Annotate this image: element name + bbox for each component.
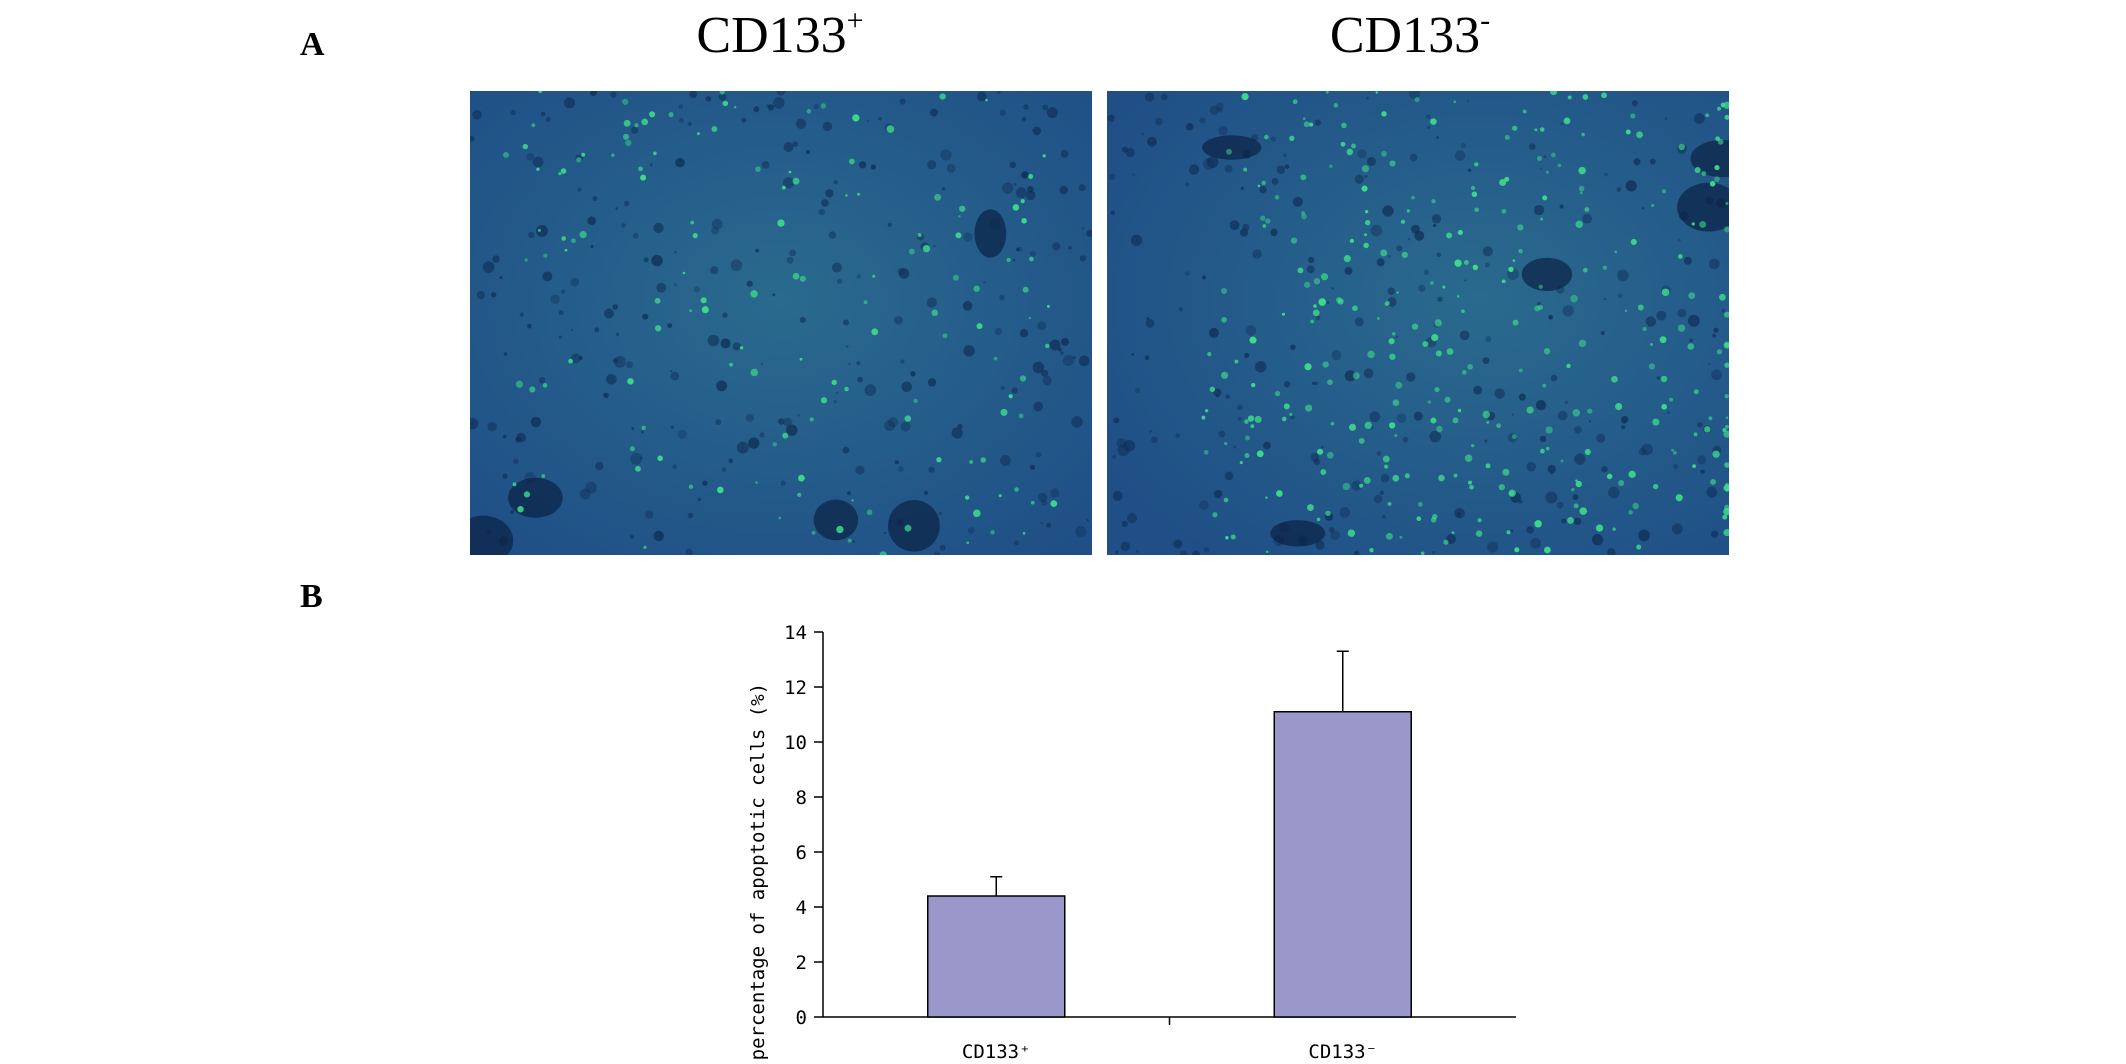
image-title-sup: + [846, 3, 864, 37]
image-title-sup: - [1480, 3, 1491, 37]
micrograph-cd133-negative [1107, 91, 1729, 555]
panel-a-label: A [300, 26, 325, 63]
x-tick-label: CD133⁺ [962, 1041, 1031, 1063]
image-title-cd133-negative: CD133- [1329, 3, 1491, 65]
chart-layer: 0 2 4 6 8 10 12 14 CD133⁺ CD133⁻ The percentage of… [747, 622, 1516, 1064]
y-tick-label: 14 [784, 622, 807, 644]
y-axis-title: The percentage of apoptotic cells (%) [747, 683, 769, 1064]
y-tick-label: 2 [796, 952, 807, 974]
micrograph-left-drawing [470, 91, 1092, 555]
bar-cd133-negative [1273, 711, 1412, 1018]
image-title-main: CD133 [696, 7, 847, 64]
micrograph-right-drawing [1107, 91, 1729, 555]
bar-cd133-positive [927, 895, 1066, 1018]
y-tick-label: 8 [796, 787, 807, 809]
y-tick-label: 0 [796, 1007, 807, 1029]
y-tick-label: 12 [784, 677, 807, 699]
micrograph-cd133-positive [470, 91, 1092, 555]
x-tick-label: CD133⁻ [1308, 1041, 1377, 1063]
image-title-main: CD133 [1329, 7, 1481, 64]
image-title-cd133-positive: CD133+ [696, 3, 864, 65]
y-tick-label: 10 [784, 732, 807, 754]
y-tick-label: 6 [796, 842, 807, 864]
panel-b-label: B [300, 578, 323, 615]
y-tick-label: 4 [796, 897, 807, 919]
